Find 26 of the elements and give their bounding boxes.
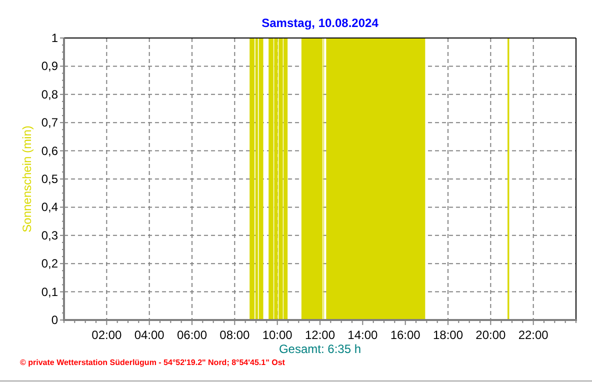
- x-tick-label: 04:00: [134, 328, 165, 342]
- y-tick-label: 0,7: [41, 116, 58, 130]
- text: Gesamt: 6:35 h: [278, 342, 362, 356]
- text: © private Wetterstation Süderlügum - 54°52'19.2" Nord; 8°54'45.1" Ost: [20, 358, 286, 367]
- x-tick-label: 18:00: [432, 328, 464, 342]
- x-tick-label: 06:00: [176, 328, 208, 342]
- y-tick-label: 1: [51, 31, 58, 45]
- y-tick-label: 0,4: [41, 200, 58, 214]
- x-tick-label: 16:00: [390, 328, 421, 342]
- y-tick-label: 0,5: [41, 172, 58, 186]
- x-tick-label: 02:00: [92, 328, 122, 342]
- chart-title: Samstag, 10.08.2024: [262, 16, 379, 30]
- x-tick-label: 22:00: [518, 328, 549, 342]
- y-tick-label: 0,1: [41, 284, 58, 299]
- y-tick-label: 0,2: [41, 256, 58, 271]
- y-tick-label: 0: [51, 313, 58, 327]
- y-tick-label: 0,3: [41, 228, 58, 242]
- y-axis-title: Sonnenschein (min): [20, 126, 34, 232]
- y-tick-label: 0,9: [41, 59, 58, 74]
- x-tick-label: 14:00: [348, 328, 378, 342]
- x-tick-label: 12:00: [304, 328, 336, 342]
- y-tick-label: 0,6: [41, 144, 58, 158]
- x-tick-label: 08:00: [220, 328, 250, 342]
- x-tick-label: 20:00: [476, 328, 506, 342]
- y-tick-label: 0,8: [41, 87, 58, 102]
- x-tick-label: 10:00: [262, 328, 293, 342]
